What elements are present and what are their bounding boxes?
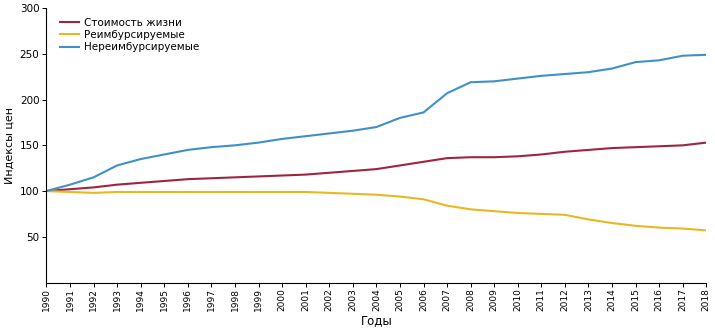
Нереимбурсируемые: [608, 67, 616, 71]
Реимбурсируемые: [419, 197, 428, 201]
Стоимость жизни: [679, 143, 687, 147]
Реимбурсируемые: [395, 195, 404, 199]
Нереимбурсируемые: [537, 74, 546, 78]
Legend: Стоимость жизни, Реимбурсируемые, Нереимбурсируемые: Стоимость жизни, Реимбурсируемые, Нереим…: [58, 16, 202, 55]
Реимбурсируемые: [42, 189, 51, 193]
Стоимость жизни: [42, 189, 51, 193]
Нереимбурсируемые: [255, 141, 263, 145]
Нереимбурсируемые: [466, 80, 475, 84]
Реимбурсируемые: [490, 209, 498, 213]
Нереимбурсируемые: [513, 76, 522, 80]
Нереимбурсируемые: [325, 131, 333, 135]
Реимбурсируемые: [137, 190, 145, 194]
Реимбурсируемые: [608, 221, 616, 225]
Нереимбурсируемые: [66, 183, 74, 187]
X-axis label: Годы: Годы: [360, 314, 393, 327]
Нереимбурсируемые: [348, 129, 357, 133]
Нереимбурсируемые: [631, 60, 640, 64]
Реимбурсируемые: [584, 217, 593, 221]
Реимбурсируемые: [325, 191, 333, 195]
Реимбурсируемые: [184, 190, 192, 194]
Y-axis label: Индексы цен: Индексы цен: [4, 107, 14, 184]
Стоимость жизни: [702, 141, 711, 145]
Нереимбурсируемые: [184, 148, 192, 152]
Стоимость жизни: [443, 156, 451, 160]
Нереимбурсируемые: [419, 111, 428, 115]
Реимбурсируемые: [537, 212, 546, 216]
Стоимость жизни: [561, 150, 569, 154]
Стоимость жизни: [466, 155, 475, 159]
Стоимость жизни: [513, 154, 522, 158]
Реимбурсируемые: [631, 224, 640, 228]
Стоимость жизни: [584, 148, 593, 152]
Стоимость жизни: [302, 172, 310, 176]
Стоимость жизни: [66, 187, 74, 191]
Реимбурсируемые: [160, 190, 169, 194]
Реимбурсируемые: [679, 226, 687, 230]
Реимбурсируемые: [113, 190, 122, 194]
Стоимость жизни: [490, 155, 498, 159]
Line: Стоимость жизни: Стоимость жизни: [46, 143, 706, 191]
Нереимбурсируемые: [137, 157, 145, 161]
Реимбурсируемые: [655, 226, 664, 230]
Нереимбурсируемые: [372, 125, 380, 129]
Реимбурсируемые: [302, 190, 310, 194]
Реимбурсируемые: [348, 192, 357, 196]
Стоимость жизни: [631, 145, 640, 149]
Реимбурсируемые: [278, 190, 287, 194]
Реимбурсируемые: [466, 207, 475, 211]
Реимбурсируемые: [372, 193, 380, 197]
Реимбурсируемые: [207, 190, 216, 194]
Нереимбурсируемые: [278, 137, 287, 141]
Стоимость жизни: [184, 177, 192, 181]
Нереимбурсируемые: [42, 189, 51, 193]
Нереимбурсируемые: [231, 143, 240, 147]
Реимбурсируемые: [513, 211, 522, 215]
Стоимость жизни: [207, 176, 216, 180]
Нереимбурсируемые: [207, 145, 216, 149]
Стоимость жизни: [537, 153, 546, 157]
Стоимость жизни: [278, 173, 287, 177]
Реимбурсируемые: [66, 190, 74, 194]
Нереимбурсируемые: [655, 58, 664, 62]
Стоимость жизни: [160, 179, 169, 183]
Стоимость жизни: [419, 160, 428, 164]
Реимбурсируемые: [702, 228, 711, 232]
Line: Реимбурсируемые: Реимбурсируемые: [46, 191, 706, 230]
Реимбурсируемые: [231, 190, 240, 194]
Нереимбурсируемые: [490, 79, 498, 83]
Реимбурсируемые: [255, 190, 263, 194]
Стоимость жизни: [348, 169, 357, 173]
Нереимбурсируемые: [584, 70, 593, 74]
Нереимбурсируемые: [160, 153, 169, 157]
Line: Нереимбурсируемые: Нереимбурсируемые: [46, 55, 706, 191]
Реимбурсируемые: [443, 204, 451, 208]
Стоимость жизни: [113, 183, 122, 187]
Нереимбурсируемые: [395, 116, 404, 120]
Стоимость жизни: [608, 146, 616, 150]
Стоимость жизни: [395, 164, 404, 167]
Нереимбурсируемые: [679, 54, 687, 58]
Нереимбурсируемые: [702, 53, 711, 57]
Нереимбурсируемые: [561, 72, 569, 76]
Нереимбурсируемые: [89, 175, 98, 179]
Нереимбурсируемые: [443, 91, 451, 95]
Реимбурсируемые: [89, 191, 98, 195]
Стоимость жизни: [137, 181, 145, 185]
Стоимость жизни: [655, 144, 664, 148]
Стоимость жизни: [325, 171, 333, 175]
Нереимбурсируемые: [113, 164, 122, 167]
Стоимость жизни: [231, 175, 240, 179]
Нереимбурсируемые: [302, 134, 310, 138]
Стоимость жизни: [372, 167, 380, 171]
Стоимость жизни: [255, 174, 263, 178]
Стоимость жизни: [89, 185, 98, 189]
Реимбурсируемые: [561, 213, 569, 217]
